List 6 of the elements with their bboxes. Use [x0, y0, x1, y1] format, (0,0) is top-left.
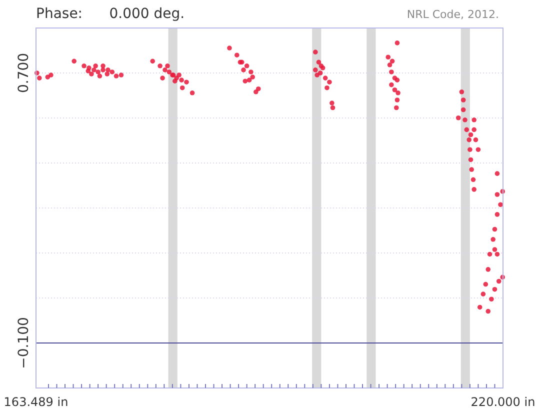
- chart-title: Phase: 0.000 deg.: [36, 6, 185, 22]
- y-tick-label: 0.700: [16, 52, 32, 94]
- x-tick-label: 163.489 in: [4, 395, 68, 409]
- text: NRL Code, 2012.: [406, 8, 499, 21]
- x-tick-label: 220.000 in: [470, 395, 536, 409]
- y-tick-label: −0.100: [16, 317, 32, 369]
